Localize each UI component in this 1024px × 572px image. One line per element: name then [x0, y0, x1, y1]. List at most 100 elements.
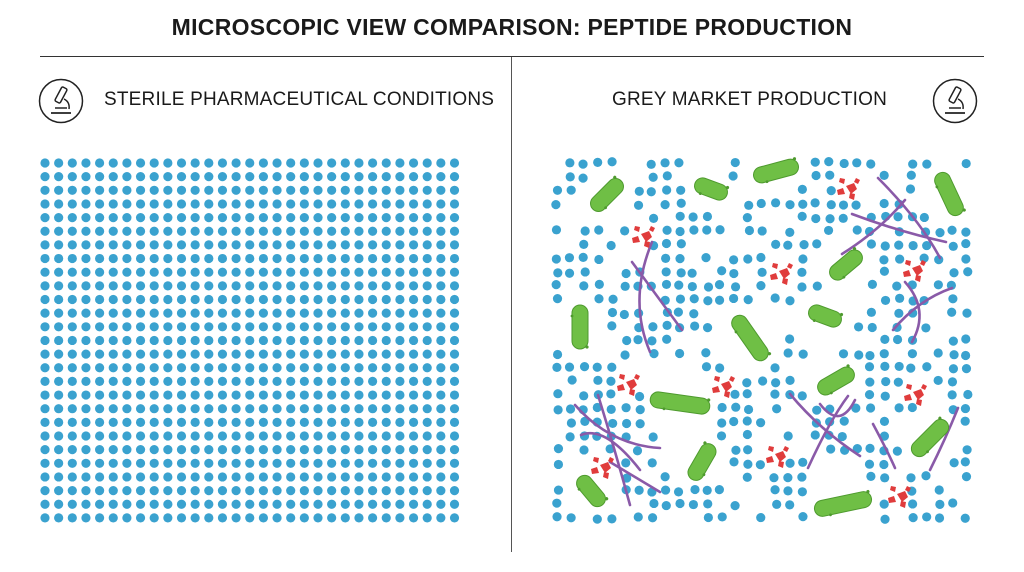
peptide-molecule — [634, 485, 644, 495]
peptide-molecule — [354, 431, 364, 441]
peptide-molecule — [95, 281, 105, 291]
peptide-molecule — [286, 253, 296, 264]
peptide-molecule — [272, 404, 282, 414]
peptide-molecule — [689, 309, 699, 319]
peptide-molecule — [122, 158, 132, 168]
peptide-molecule — [286, 417, 296, 427]
peptide-molecule — [122, 486, 132, 496]
peptide-molecule — [40, 417, 50, 427]
peptide-molecule — [864, 390, 875, 400]
peptide-molecule — [961, 364, 972, 374]
peptide-molecule — [946, 280, 956, 290]
peptide-molecule — [204, 294, 214, 305]
peptide-molecule — [149, 226, 159, 236]
peptide-molecule — [286, 390, 296, 400]
peptide-molecule — [272, 158, 282, 168]
fiber-contaminant — [928, 406, 960, 472]
peptide-molecule — [299, 472, 309, 482]
peptide-molecule — [422, 349, 432, 359]
peptide-molecule — [272, 308, 282, 318]
peptide-molecule — [258, 158, 268, 168]
fiber-contaminant — [788, 392, 862, 458]
peptide-molecule — [245, 281, 255, 291]
peptide-molecule — [728, 171, 738, 181]
peptide-molecule — [395, 213, 405, 223]
peptide-molecule — [963, 389, 973, 400]
peptide-molecule — [715, 363, 725, 373]
peptide-molecule — [422, 213, 432, 223]
peptide-molecule — [756, 281, 766, 291]
peptide-molecule — [395, 294, 405, 305]
peptide-molecule — [395, 431, 405, 441]
peptide-molecule — [258, 294, 268, 305]
peptide-molecule — [908, 513, 918, 523]
peptide-molecule — [566, 513, 576, 523]
peptide-molecule — [245, 431, 255, 441]
peptide-molecule — [354, 281, 364, 291]
peptide-molecule — [797, 267, 807, 277]
peptide-molecule — [687, 268, 697, 278]
peptide-molecule — [579, 362, 590, 372]
peptide-molecule — [449, 213, 460, 223]
debris-contaminant — [837, 178, 860, 200]
peptide-molecule — [408, 486, 419, 496]
peptide-molecule — [717, 402, 727, 413]
peptide-molecule — [422, 172, 432, 182]
peptide-molecule — [552, 362, 562, 372]
peptide-molecule — [592, 402, 602, 413]
peptide-molecule — [286, 172, 296, 182]
peptide-molecule — [258, 404, 268, 414]
peptide-molecule — [449, 390, 460, 400]
peptide-molecule — [395, 240, 405, 250]
peptide-molecule — [646, 159, 656, 169]
peptide-molecule — [770, 485, 780, 495]
fiber-contaminant — [871, 422, 897, 470]
peptide-molecule — [231, 472, 241, 482]
peptide-molecule — [81, 253, 91, 264]
peptide-molecule — [108, 294, 118, 305]
peptide-molecule — [960, 416, 970, 426]
peptide-molecule — [395, 322, 405, 332]
peptide-molecule — [190, 308, 200, 318]
peptide-molecule — [961, 472, 972, 482]
peptide-molecule — [204, 281, 214, 291]
peptide-molecule — [674, 158, 684, 168]
peptide-molecule — [785, 500, 795, 510]
peptide-molecule — [327, 294, 337, 305]
peptide-molecule — [272, 499, 282, 509]
peptide-molecule — [395, 253, 405, 264]
peptide-molecule — [660, 200, 670, 210]
peptide-molecule — [381, 281, 391, 291]
peptide-molecule — [81, 226, 91, 236]
peptide-molecule — [108, 226, 118, 236]
peptide-molecule — [135, 240, 146, 250]
peptide-molecule — [770, 389, 780, 399]
peptide-molecule — [67, 308, 77, 318]
peptide-molecule — [190, 486, 200, 496]
peptide-molecule — [621, 403, 631, 413]
peptide-molecule — [381, 158, 391, 168]
peptide-molecule — [135, 472, 146, 482]
peptide-molecule — [797, 487, 807, 497]
peptide-molecule — [95, 472, 105, 482]
peptide-molecule — [436, 376, 446, 386]
peptide-molecule — [231, 349, 241, 359]
peptide-molecule — [81, 404, 91, 414]
peptide-molecule — [422, 226, 432, 236]
peptide-molecule — [879, 459, 889, 470]
peptide-molecule — [67, 458, 77, 468]
debris-contaminant — [766, 446, 789, 468]
peptide-molecule — [607, 157, 617, 167]
peptide-molecule — [449, 404, 460, 414]
peptide-molecule — [272, 322, 282, 332]
bacteria-contaminant — [808, 304, 844, 328]
peptide-molecule — [176, 499, 187, 509]
peptide-molecule — [408, 199, 419, 209]
peptide-molecule — [703, 499, 713, 509]
peptide-molecule — [381, 308, 391, 318]
peptide-molecule — [176, 253, 187, 264]
peptide-molecule — [190, 253, 200, 264]
peptide-molecule — [395, 513, 405, 523]
peptide-molecule — [553, 444, 564, 454]
peptide-molecule — [81, 363, 91, 373]
